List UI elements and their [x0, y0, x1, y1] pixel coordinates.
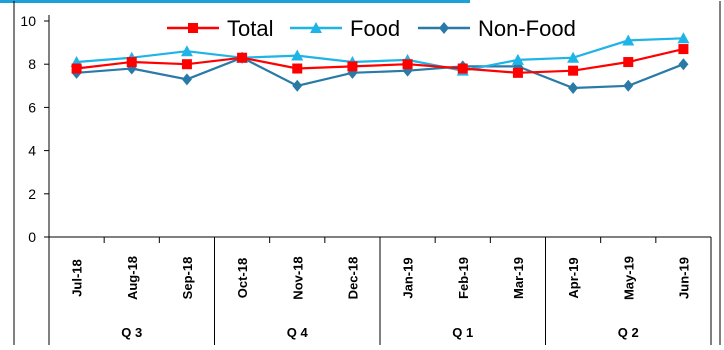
y-tick-label: 6	[28, 99, 36, 115]
data-point-food	[511, 53, 524, 65]
x-tick-label: Jun-19	[676, 257, 691, 299]
data-point-total	[678, 44, 689, 55]
data-point-total	[181, 59, 192, 70]
x-tick-label: Dec-18	[345, 257, 360, 300]
y-tick-label: 2	[28, 186, 36, 202]
x-tick-label: Sep-18	[180, 257, 195, 300]
axes: 0 2 4 6 8 10 Jul-18 Aug-18 Sep-18 Oct-18 Nov-18 Dec…	[13, 1, 721, 345]
data-point-food	[677, 32, 690, 44]
legend-marker-total	[188, 23, 198, 33]
data-point-total	[71, 63, 82, 74]
series-total	[71, 44, 689, 78]
data-point-non-food	[623, 79, 634, 92]
data-point-total	[512, 67, 523, 78]
x-tick-label: Nov-18	[290, 256, 305, 299]
series-layer	[70, 32, 690, 94]
data-point-food	[180, 45, 193, 57]
data-point-food	[622, 34, 635, 46]
x-tick-label: Jul-18	[70, 259, 85, 297]
x-tick-label: Oct-18	[235, 258, 250, 298]
data-point-total	[457, 63, 468, 74]
y-tick-label: 8	[28, 56, 36, 72]
quarter-label: Q 1	[452, 325, 473, 340]
data-point-total	[237, 52, 248, 63]
data-point-total	[126, 57, 137, 68]
x-tick-label: Jan-19	[401, 257, 416, 298]
data-point-food	[567, 51, 580, 63]
legend-label-food: Food	[350, 16, 400, 41]
series-line-total	[76, 48, 684, 74]
x-tick-label: Feb-19	[456, 257, 471, 299]
y-tick-label: 4	[28, 143, 36, 159]
quarter-label: Q 2	[618, 325, 639, 340]
data-point-total	[292, 63, 303, 74]
data-point-total	[347, 61, 358, 72]
x-tick-label: Mar-19	[511, 257, 526, 299]
data-point-non-food	[126, 62, 137, 75]
legend-item-total: Total	[167, 16, 273, 41]
legend-item-non-food: Non-Food	[418, 16, 576, 41]
series-line-food	[76, 37, 684, 72]
legend-marker-food	[310, 22, 322, 33]
y-tick-label: 10	[20, 13, 36, 29]
data-point-total	[402, 59, 413, 70]
x-tick-label: Apr-19	[566, 257, 581, 298]
legend-marker-non-food	[439, 22, 449, 34]
data-point-total	[623, 57, 634, 68]
y-tick-label: 0	[28, 229, 36, 245]
quarter-label: Q 3	[121, 325, 142, 340]
legend-label-non-food: Non-Food	[478, 16, 576, 41]
data-point-food	[291, 49, 304, 61]
data-point-non-food	[678, 58, 689, 71]
x-tick-label: Aug-18	[125, 256, 140, 300]
header-title-fragment	[0, 0, 470, 3]
data-point-non-food	[292, 79, 303, 92]
quarter-label: Q 4	[287, 325, 309, 340]
x-tick-label: May-19	[621, 256, 636, 300]
legend-item-food: Food	[290, 16, 400, 41]
series-line-non-food	[76, 56, 684, 90]
legend-label-total: Total	[227, 16, 273, 41]
series-non-food	[71, 51, 689, 94]
data-point-non-food	[568, 81, 579, 94]
legend: Total Food Non-Food	[167, 16, 576, 41]
data-point-total	[568, 65, 579, 76]
data-point-non-food	[181, 73, 192, 86]
